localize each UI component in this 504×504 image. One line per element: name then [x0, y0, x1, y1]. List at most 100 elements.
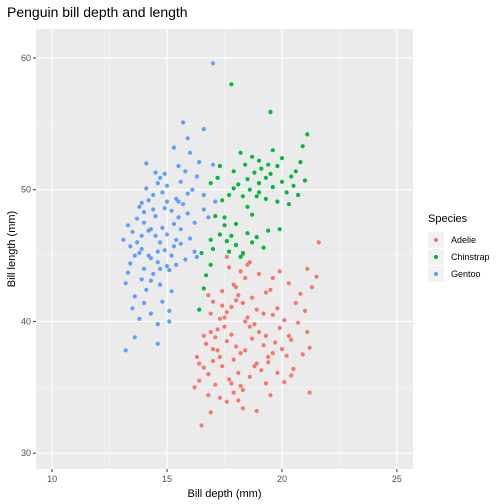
data-point-chinstrap	[213, 214, 218, 219]
data-point-adelie	[206, 393, 211, 398]
data-point-gentoo	[167, 268, 172, 273]
data-point-gentoo	[210, 61, 216, 66]
data-point-adelie	[284, 353, 289, 358]
data-point-adelie	[261, 311, 266, 316]
data-point-chinstrap	[256, 158, 262, 163]
chart-title: Penguin bill depth and length	[7, 4, 188, 20]
data-point-chinstrap	[266, 228, 271, 233]
data-point-adelie	[238, 383, 243, 389]
data-point-adelie	[268, 287, 273, 292]
data-point-adelie	[210, 347, 216, 352]
data-point-chinstrap	[204, 273, 209, 278]
data-point-chinstrap	[268, 109, 273, 115]
data-point-adelie	[275, 370, 280, 375]
data-point-gentoo	[201, 207, 206, 212]
data-point-adelie	[220, 303, 225, 308]
data-point-gentoo	[125, 270, 131, 275]
data-point-adelie	[247, 374, 252, 379]
data-point-chinstrap	[222, 223, 227, 228]
data-point-chinstrap	[240, 250, 245, 256]
data-point-chinstrap	[217, 163, 222, 169]
data-point-adelie	[208, 311, 213, 316]
data-point-chinstrap	[305, 132, 310, 137]
data-point-chinstrap	[238, 254, 243, 259]
data-point-chinstrap	[252, 170, 257, 175]
data-point-adelie	[282, 380, 287, 385]
data-point-chinstrap	[227, 192, 232, 198]
data-point-gentoo	[153, 233, 158, 238]
data-point-adelie	[233, 344, 239, 349]
data-point-chinstrap	[284, 190, 289, 195]
data-point-gentoo	[158, 282, 163, 287]
data-point-gentoo	[164, 264, 170, 269]
data-point-gentoo	[169, 289, 174, 294]
data-point-chinstrap	[286, 202, 291, 207]
data-point-gentoo	[148, 278, 153, 283]
data-point-chinstrap	[302, 178, 308, 183]
y-tick-label: 40	[21, 316, 31, 326]
data-point-adelie	[256, 329, 262, 335]
data-point-adelie	[298, 291, 303, 296]
data-point-gentoo	[148, 256, 153, 261]
data-point-gentoo	[137, 250, 142, 256]
data-point-adelie	[291, 366, 296, 371]
data-point-adelie	[217, 395, 222, 400]
x-axis-label: Bill depth (mm)	[188, 488, 262, 500]
data-point-gentoo	[171, 145, 176, 150]
data-point-chinstrap	[270, 148, 275, 153]
data-point-adelie	[238, 269, 243, 274]
data-point-gentoo	[144, 161, 149, 166]
data-point-gentoo	[176, 199, 181, 204]
data-point-adelie	[296, 320, 301, 325]
data-point-gentoo	[187, 236, 193, 241]
data-point-adelie	[268, 393, 273, 398]
data-point-adelie	[229, 381, 234, 386]
data-point-chinstrap	[277, 227, 282, 232]
data-point-chinstrap	[233, 221, 239, 227]
data-point-gentoo	[158, 175, 163, 180]
data-point-chinstrap	[279, 179, 285, 184]
data-point-chinstrap	[215, 175, 220, 180]
data-point-adelie	[229, 304, 234, 310]
data-point-gentoo	[176, 163, 181, 169]
data-point-adelie	[231, 390, 236, 395]
y-tick-label: 50	[21, 185, 31, 195]
data-point-adelie	[263, 333, 268, 338]
data-point-gentoo	[146, 228, 151, 233]
data-point-gentoo	[183, 257, 188, 262]
data-point-gentoo	[137, 204, 142, 209]
data-point-chinstrap	[270, 185, 275, 190]
data-point-gentoo	[132, 253, 137, 258]
data-point-gentoo	[151, 192, 156, 198]
legend-swatch-adelie	[433, 237, 439, 243]
data-point-chinstrap	[263, 175, 268, 180]
data-point-adelie	[263, 290, 268, 295]
data-point-adelie	[240, 300, 245, 306]
data-point-chinstrap	[229, 82, 234, 87]
data-point-adelie	[314, 274, 319, 279]
data-point-gentoo	[141, 210, 147, 215]
data-point-gentoo	[178, 179, 183, 184]
data-point-adelie	[236, 398, 241, 403]
data-point-chinstrap	[245, 177, 250, 182]
data-point-adelie	[229, 332, 234, 337]
data-point-adelie	[240, 387, 245, 393]
data-point-gentoo	[121, 237, 126, 242]
data-point-chinstrap	[250, 154, 255, 159]
data-point-gentoo	[194, 174, 199, 179]
data-point-gentoo	[190, 187, 195, 192]
data-point-adelie	[254, 307, 259, 312]
data-point-gentoo	[153, 214, 158, 219]
data-point-gentoo	[160, 299, 165, 304]
data-point-gentoo	[164, 232, 170, 237]
data-point-adelie	[208, 410, 213, 415]
data-point-adelie	[240, 406, 245, 411]
data-point-gentoo	[176, 215, 181, 220]
data-point-gentoo	[155, 181, 160, 186]
data-point-chinstrap	[208, 237, 213, 242]
data-point-gentoo	[153, 170, 158, 175]
data-point-chinstrap	[268, 171, 273, 176]
data-point-adelie	[263, 381, 268, 386]
data-point-adelie	[233, 285, 239, 290]
